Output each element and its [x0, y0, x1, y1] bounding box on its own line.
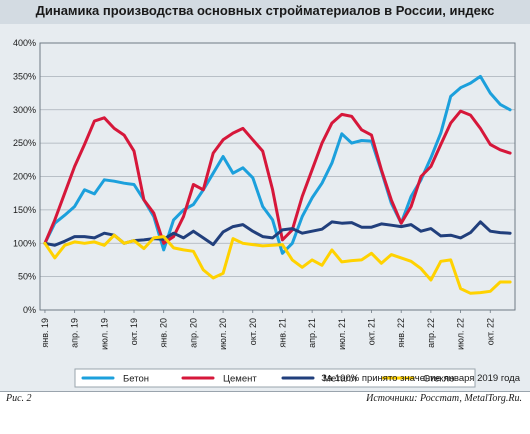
line-chart: 0% 50% 100% 150% 200% 250% 300% 350% 400% янв. 1… — [13, 38, 516, 388]
y-tick-label: 50% — [18, 272, 36, 282]
y-tick-label: 350% — [13, 71, 36, 81]
y-tick-label: 300% — [13, 105, 36, 115]
x-tick-label: янв. 22 — [396, 318, 406, 348]
series-line-ffd200 — [43, 233, 512, 295]
series-line-d6173a — [43, 109, 512, 245]
footnote: За 100% принято значение января 2019 год… — [321, 373, 520, 384]
legend-label: Стекло — [423, 374, 455, 385]
legend-label: Цемент — [223, 374, 257, 385]
x-tick-label: апр. 20 — [188, 318, 198, 348]
y-tick-label: 0% — [23, 305, 36, 315]
chart-title: Динамика производства основных строймате… — [35, 3, 495, 18]
x-tick-label: янв. 21 — [277, 318, 287, 348]
y-tick-label: 200% — [13, 172, 36, 182]
x-tick-label: янв. 20 — [159, 318, 169, 348]
x-tick-label: окт. 19 — [129, 318, 139, 345]
bottom-divider — [0, 391, 530, 392]
y-axis-ticks: 0% 50% 100% 150% 200% 250% 300% 350% 400% — [13, 38, 36, 315]
x-axis-ticks: янв. 19 апр. 19 июл. 19 окт. 19 янв. 20 апр. … — [40, 310, 495, 350]
x-tick-label: апр. 19 — [70, 318, 80, 348]
plot-frame — [39, 42, 516, 311]
series-line-1ca0dc — [43, 74, 512, 255]
x-tick-label: апр. 22 — [426, 318, 436, 348]
figure-label: Рис. 2 — [6, 393, 32, 404]
x-tick-label: окт. 22 — [485, 318, 495, 345]
sources-note: Источники: Росстат, MetalTorg.Ru. — [366, 393, 522, 404]
x-tick-label: июл. 20 — [218, 318, 228, 350]
y-tick-label: 250% — [13, 138, 36, 148]
legend-label: Бетон — [123, 374, 149, 385]
legend-label: Металл — [323, 374, 357, 385]
x-tick-label: апр. 21 — [307, 318, 317, 348]
y-tick-label: 150% — [13, 205, 36, 215]
x-tick-label: июл. 22 — [456, 318, 466, 350]
legend — [74, 368, 476, 388]
y-tick-label: 400% — [13, 38, 36, 48]
x-tick-label: июл. 19 — [99, 318, 109, 350]
x-tick-label: окт. 20 — [248, 318, 258, 345]
x-tick-label: окт. 21 — [367, 318, 377, 345]
x-tick-label: июл. 21 — [337, 318, 347, 350]
title-bar: Динамика производства основных строймате… — [0, 0, 530, 24]
series-lines — [43, 74, 512, 295]
grid-lines — [40, 75, 515, 278]
legend-entries: Бетон Цемент Металл Стекло — [81, 374, 455, 385]
x-tick-label: янв. 19 — [40, 318, 50, 348]
y-tick-label: 100% — [13, 238, 36, 248]
